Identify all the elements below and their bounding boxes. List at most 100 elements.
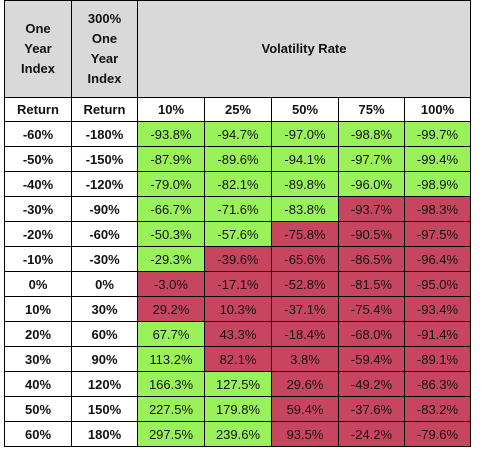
- value-cell: -59.4%: [338, 346, 405, 372]
- table-row: 30% 90% 113.2% 82.1% 3.8% -59.4% -89.1%: [4, 346, 471, 372]
- value-cell: -83.2%: [404, 396, 471, 422]
- value-cell: -3.0%: [137, 271, 205, 297]
- value-cell: -99.7%: [404, 121, 471, 147]
- value-cell: -96.0%: [338, 171, 405, 197]
- value-cell: 166.3%: [137, 371, 205, 397]
- levered-index-header: 300% One Year Index: [71, 0, 138, 98]
- value-cell: -91.4%: [404, 321, 471, 347]
- value-cell: -68.0%: [338, 321, 405, 347]
- levered-return-cell: -90%: [71, 196, 138, 222]
- vol-level-header: 10%: [137, 97, 205, 122]
- value-cell: -97.5%: [404, 221, 471, 247]
- value-cell: 93.5%: [271, 421, 339, 447]
- header-line: 300%: [87, 11, 122, 26]
- vol-level-header: 75%: [338, 97, 405, 122]
- table-row: 10% 30% 29.2% 10.3% -37.1% -75.4% -93.4%: [4, 296, 471, 322]
- table-row: -50% -150% -87.9% -89.6% -94.1% -97.7% -99.4%: [4, 146, 471, 172]
- value-cell: -57.6%: [204, 221, 272, 247]
- vol-level-header: 50%: [271, 97, 339, 122]
- vol-level-header: 25%: [204, 97, 272, 122]
- value-cell: -97.0%: [271, 121, 339, 147]
- index-return-cell: 60%: [4, 421, 72, 447]
- value-cell: -98.9%: [404, 171, 471, 197]
- value-cell: -79.6%: [404, 421, 471, 447]
- volatility-decay-table: One Year Index 300% One Year Index Volat…: [4, 0, 471, 447]
- value-cell: -37.6%: [338, 396, 405, 422]
- value-cell: -94.1%: [271, 146, 339, 172]
- index-return-cell: 30%: [4, 346, 72, 372]
- value-cell: 3.8%: [271, 346, 339, 372]
- value-cell: -81.5%: [338, 271, 405, 297]
- value-cell: -95.0%: [404, 271, 471, 297]
- value-cell: -86.5%: [338, 246, 405, 272]
- value-cell: -29.3%: [137, 246, 205, 272]
- header-row-top: One Year Index 300% One Year Index Volat…: [4, 0, 471, 98]
- value-cell: -98.8%: [338, 121, 405, 147]
- levered-return-header: Return: [71, 97, 138, 122]
- index-return-cell: 50%: [4, 396, 72, 422]
- index-return-cell: 20%: [4, 321, 72, 347]
- value-cell: 113.2%: [137, 346, 205, 372]
- value-cell: -18.4%: [271, 321, 339, 347]
- value-cell: -39.6%: [204, 246, 272, 272]
- levered-return-cell: 180%: [71, 421, 138, 447]
- index-return-cell: 0%: [4, 271, 72, 297]
- value-cell: -90.5%: [338, 221, 405, 247]
- vol-level-header: 100%: [404, 97, 471, 122]
- header-line: Index: [87, 71, 122, 86]
- value-cell: -37.1%: [271, 296, 339, 322]
- value-cell: -98.3%: [404, 196, 471, 222]
- value-cell: 179.8%: [204, 396, 272, 422]
- value-cell: -96.4%: [404, 246, 471, 272]
- value-cell: -24.2%: [338, 421, 405, 447]
- value-cell: -17.1%: [204, 271, 272, 297]
- value-cell: -75.4%: [338, 296, 405, 322]
- value-cell: -79.0%: [137, 171, 205, 197]
- value-cell: -89.8%: [271, 171, 339, 197]
- table-row: 20% 60% 67.7% 43.3% -18.4% -68.0% -91.4%: [4, 321, 471, 347]
- levered-return-cell: 150%: [71, 396, 138, 422]
- value-cell: 29.6%: [271, 371, 339, 397]
- table-row: -40% -120% -79.0% -82.1% -89.8% -96.0% -98.9%: [4, 171, 471, 197]
- value-cell: 297.5%: [137, 421, 205, 447]
- value-cell: 10.3%: [204, 296, 272, 322]
- header-line: Year: [90, 51, 119, 66]
- index-return-cell: -20%: [4, 221, 72, 247]
- header-line: Year: [24, 41, 52, 56]
- levered-return-cell: -60%: [71, 221, 138, 247]
- value-cell: -93.4%: [404, 296, 471, 322]
- value-cell: -99.4%: [404, 146, 471, 172]
- levered-return-cell: 60%: [71, 321, 138, 347]
- levered-return-cell: 90%: [71, 346, 138, 372]
- levered-return-cell: -150%: [71, 146, 138, 172]
- table-row: 50% 150% 227.5% 179.8% 59.4% -37.6% -83.2%: [4, 396, 471, 422]
- value-cell: 82.1%: [204, 346, 272, 372]
- table-row: 0% 0% -3.0% -17.1% -52.8% -81.5% -95.0%: [4, 271, 471, 297]
- value-cell: -93.7%: [338, 196, 405, 222]
- index-return-header: Return: [4, 97, 72, 122]
- table-row: -60% -180% -93.8% -94.7% -97.0% -98.8% -99.7%: [4, 121, 471, 147]
- value-cell: -86.3%: [404, 371, 471, 397]
- levered-return-cell: 0%: [71, 271, 138, 297]
- table-row: -10% -30% -29.3% -39.6% -65.6% -86.5% -96.4%: [4, 246, 471, 272]
- value-cell: -52.8%: [271, 271, 339, 297]
- volatility-table-container: One Year Index 300% One Year Index Volat…: [4, 0, 471, 458]
- value-cell: -93.8%: [137, 121, 205, 147]
- levered-return-cell: 30%: [71, 296, 138, 322]
- index-return-cell: -40%: [4, 171, 72, 197]
- value-cell: -75.8%: [271, 221, 339, 247]
- value-cell: 59.4%: [271, 396, 339, 422]
- header-line: One: [91, 31, 118, 46]
- volatility-rate-header: Volatility Rate: [137, 0, 471, 98]
- value-cell: -94.7%: [204, 121, 272, 147]
- value-cell: 67.7%: [137, 321, 205, 347]
- value-cell: -49.2%: [338, 371, 405, 397]
- table-row: 40% 120% 166.3% 127.5% 29.6% -49.2% -86.3%: [4, 371, 471, 397]
- value-cell: 239.6%: [204, 421, 272, 447]
- levered-return-cell: 120%: [71, 371, 138, 397]
- value-cell: -97.7%: [338, 146, 405, 172]
- table-row: 60% 180% 297.5% 239.6% 93.5% -24.2% -79.6%: [4, 421, 471, 447]
- header-row-sub: Return Return 10% 25% 50% 75% 100%: [4, 97, 471, 122]
- index-return-cell: -10%: [4, 246, 72, 272]
- levered-return-cell: -30%: [71, 246, 138, 272]
